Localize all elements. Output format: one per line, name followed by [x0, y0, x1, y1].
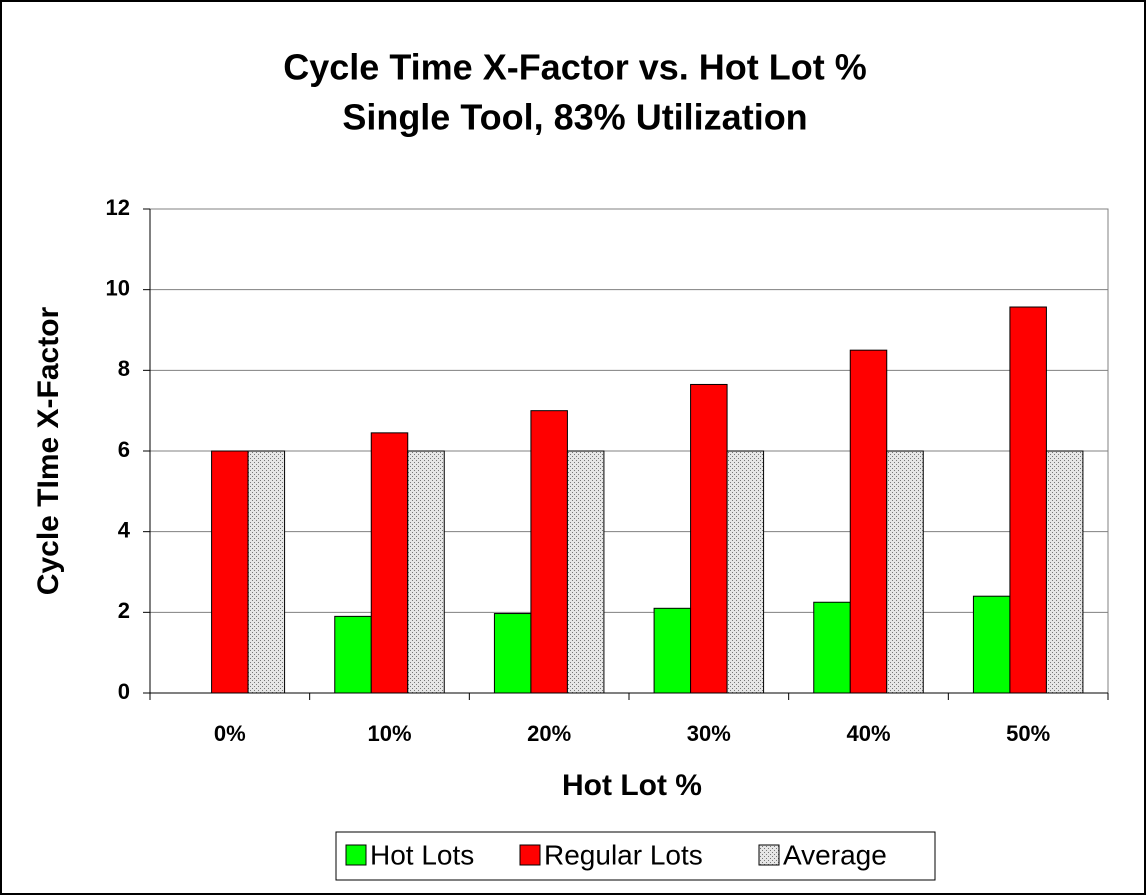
bar [653, 607, 692, 694]
bar [247, 450, 286, 694]
y-tick-label: 10 [106, 275, 130, 300]
x-tick-label: 40% [846, 721, 890, 746]
y-tick-label: 4 [118, 517, 131, 542]
legend-swatch [519, 844, 541, 866]
bar [726, 450, 765, 694]
legend-label: Average [783, 839, 887, 870]
legend-swatch [758, 844, 780, 866]
x-tick-label: 30% [687, 721, 731, 746]
legend-label: Hot Lots [370, 839, 474, 870]
bar [493, 613, 532, 694]
x-tick-label: 20% [527, 721, 571, 746]
x-tick-label: 0% [214, 721, 246, 746]
x-tick-label: 50% [1006, 721, 1050, 746]
y-tick-label: 12 [106, 195, 130, 220]
y-tick-label: 0 [118, 679, 130, 704]
y-tick-label: 8 [118, 356, 130, 381]
chart-subtitle: Single Tool, 83% Utilization [342, 97, 807, 138]
bar [690, 383, 728, 694]
bar [1045, 450, 1084, 694]
bar [813, 601, 851, 694]
bar [1009, 306, 1047, 694]
bar [334, 615, 372, 694]
bar [530, 410, 568, 694]
y-tick-label: 2 [118, 598, 130, 623]
x-tick-label: 10% [367, 721, 411, 746]
legend-box [335, 831, 936, 881]
y-tick-label: 6 [118, 437, 130, 462]
bar [407, 450, 445, 694]
bar [566, 450, 605, 694]
chart-title: Cycle Time X-Factor vs. Hot Lot % [283, 47, 866, 88]
bar [886, 450, 924, 694]
legend-swatch [345, 844, 367, 866]
bar [211, 450, 249, 694]
bar [849, 349, 888, 694]
y-axis-label: Cycle TIme X-Factor [32, 306, 65, 595]
bar [370, 432, 409, 694]
legend-label: Regular Lots [544, 839, 703, 870]
bar [972, 595, 1011, 694]
x-axis-label: Hot Lot % [562, 769, 702, 802]
